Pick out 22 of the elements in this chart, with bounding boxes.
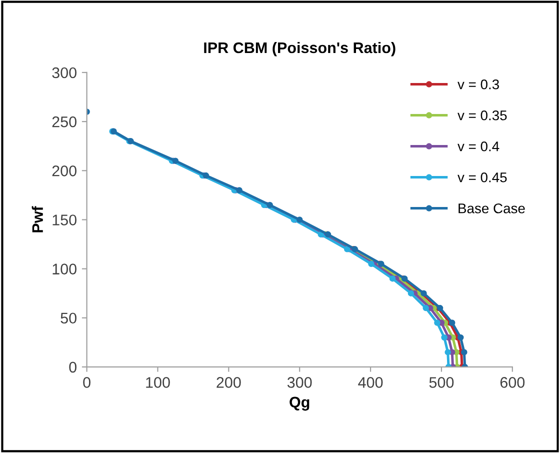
x-tick-label: 400 <box>358 377 383 388</box>
y-tick-label: 50 <box>60 312 76 324</box>
x-axis-title: Qg <box>290 396 310 411</box>
y-tick-label: 200 <box>52 166 76 176</box>
chart-title: IPR CBM (Poisson's Ratio) <box>204 42 396 56</box>
x-tick-label: 500 <box>429 377 454 388</box>
x-tick-label: 300 <box>287 377 312 388</box>
x-tick-label: 200 <box>216 377 241 388</box>
y-tick-label: 250 <box>52 116 76 128</box>
x-tick-label: 600 <box>500 377 525 388</box>
x-tick-label: 0 <box>83 377 90 388</box>
legend-label: v = 0.4 <box>458 141 500 152</box>
legend-label: v = 0.35 <box>458 110 507 120</box>
y-tick-label: 0 <box>69 362 76 373</box>
y-axis-title: Pwf <box>32 206 43 232</box>
legend-label: Base Case <box>458 203 525 214</box>
x-tick-label: 100 <box>146 377 170 388</box>
legend-label: v = 0.3 <box>458 79 499 90</box>
y-tick-label: 100 <box>52 264 76 274</box>
legend-label: v = 0.45 <box>458 172 507 182</box>
y-tick-label: 150 <box>52 214 76 226</box>
y-tick-label: 300 <box>52 67 76 78</box>
